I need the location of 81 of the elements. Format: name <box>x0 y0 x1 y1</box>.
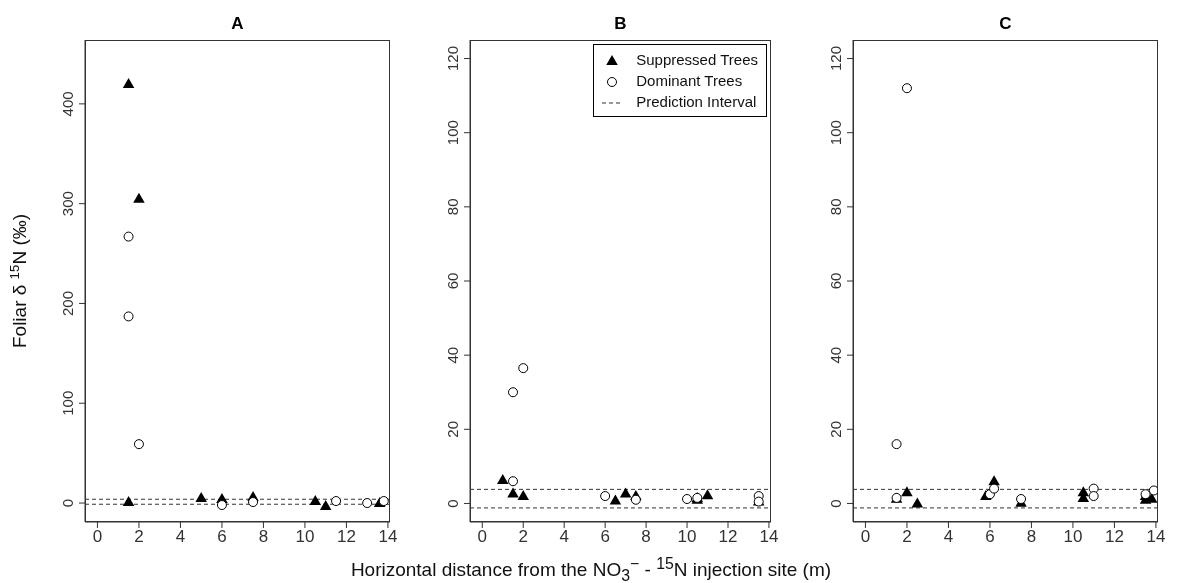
x-tick-label: 8 <box>641 527 651 547</box>
x-tick-label: 10 <box>1063 527 1083 547</box>
x-tick-label: 10 <box>295 527 315 547</box>
chart-title: B <box>613 14 628 34</box>
point <box>331 496 342 507</box>
point <box>508 476 518 487</box>
x-tick-label: 0 <box>477 527 488 547</box>
y-tick-label: 200 <box>59 290 76 316</box>
y-tick-label: 120 <box>444 46 461 72</box>
x-tick-label: 2 <box>134 527 144 547</box>
point <box>508 387 518 398</box>
point <box>216 500 227 511</box>
y-tick-label: 40 <box>827 346 844 364</box>
x-tick-label: 14 <box>759 527 779 547</box>
point <box>1088 491 1099 502</box>
legend-label: Prediction Interval <box>636 93 757 110</box>
point <box>600 491 611 502</box>
chart-title: C <box>998 14 1013 34</box>
y-tick-label: 20 <box>827 420 844 438</box>
point <box>133 192 145 203</box>
point <box>123 231 134 242</box>
legend-label: Dominant Trees <box>636 72 743 89</box>
point <box>507 487 519 498</box>
y-tick-label: 100 <box>59 390 76 416</box>
point <box>911 497 924 508</box>
point <box>609 494 622 505</box>
y-tick-label: 0 <box>444 499 461 508</box>
point <box>701 489 714 500</box>
chart-title: A <box>230 14 245 34</box>
y-tick-label: 60 <box>827 272 844 290</box>
point <box>133 439 144 450</box>
point <box>122 496 135 507</box>
point <box>619 487 632 498</box>
x-tick-label: 10 <box>677 527 697 547</box>
y-tick-label: 40 <box>444 346 461 364</box>
x-tick-label: 6 <box>985 527 995 547</box>
y-tick-label: 100 <box>827 120 844 146</box>
x-tick-label: 2 <box>902 527 912 547</box>
point <box>319 500 332 511</box>
point <box>891 439 902 450</box>
x-tick-label: 4 <box>175 527 186 547</box>
x-tick-label: 2 <box>518 527 528 547</box>
point <box>309 495 322 506</box>
point <box>989 483 1000 494</box>
x-tick-label: 8 <box>1026 527 1037 547</box>
y-tick-label: 300 <box>59 191 76 217</box>
y-tick-label: 0 <box>827 499 844 508</box>
y-tick-label: 100 <box>444 120 461 146</box>
x-tick-label: 14 <box>378 527 398 547</box>
x-tick-label: 4 <box>943 527 954 547</box>
x-tick-label: 8 <box>258 527 269 547</box>
x-tick-label: 4 <box>559 527 569 547</box>
point <box>901 486 913 497</box>
y-tick-label: 20 <box>444 420 461 438</box>
y-tick-label: 400 <box>59 91 76 117</box>
point <box>248 497 259 508</box>
x-tick-label: 6 <box>217 527 227 547</box>
point <box>195 492 207 503</box>
x-axis-title: Horizontal distance from the NO$_{3}$$^{−}$ - $^{15}$N injection site (m) <box>349 555 833 583</box>
point <box>497 474 509 485</box>
point <box>123 311 134 322</box>
point <box>901 83 912 94</box>
x-tick-label: 0 <box>860 527 871 547</box>
x-tick-label: 14 <box>1146 527 1166 547</box>
legend-label: Suppressed Trees <box>636 51 758 68</box>
point <box>517 490 529 501</box>
x-tick-label: 12 <box>336 527 356 547</box>
x-tick-label: 12 <box>1104 527 1124 547</box>
y-tick-label: 120 <box>827 46 844 72</box>
point <box>630 494 641 505</box>
x-tick-label: 0 <box>92 527 103 547</box>
point <box>682 494 693 505</box>
point <box>122 77 135 88</box>
y-tick-label: 60 <box>444 272 461 290</box>
y-tick-label: 80 <box>444 198 461 216</box>
point <box>378 496 389 507</box>
y-tick-label: 0 <box>59 498 76 508</box>
y-tick-label: 80 <box>827 198 844 216</box>
x-tick-label: 6 <box>600 527 610 547</box>
point <box>362 498 373 509</box>
x-tick-label: 12 <box>718 527 738 547</box>
